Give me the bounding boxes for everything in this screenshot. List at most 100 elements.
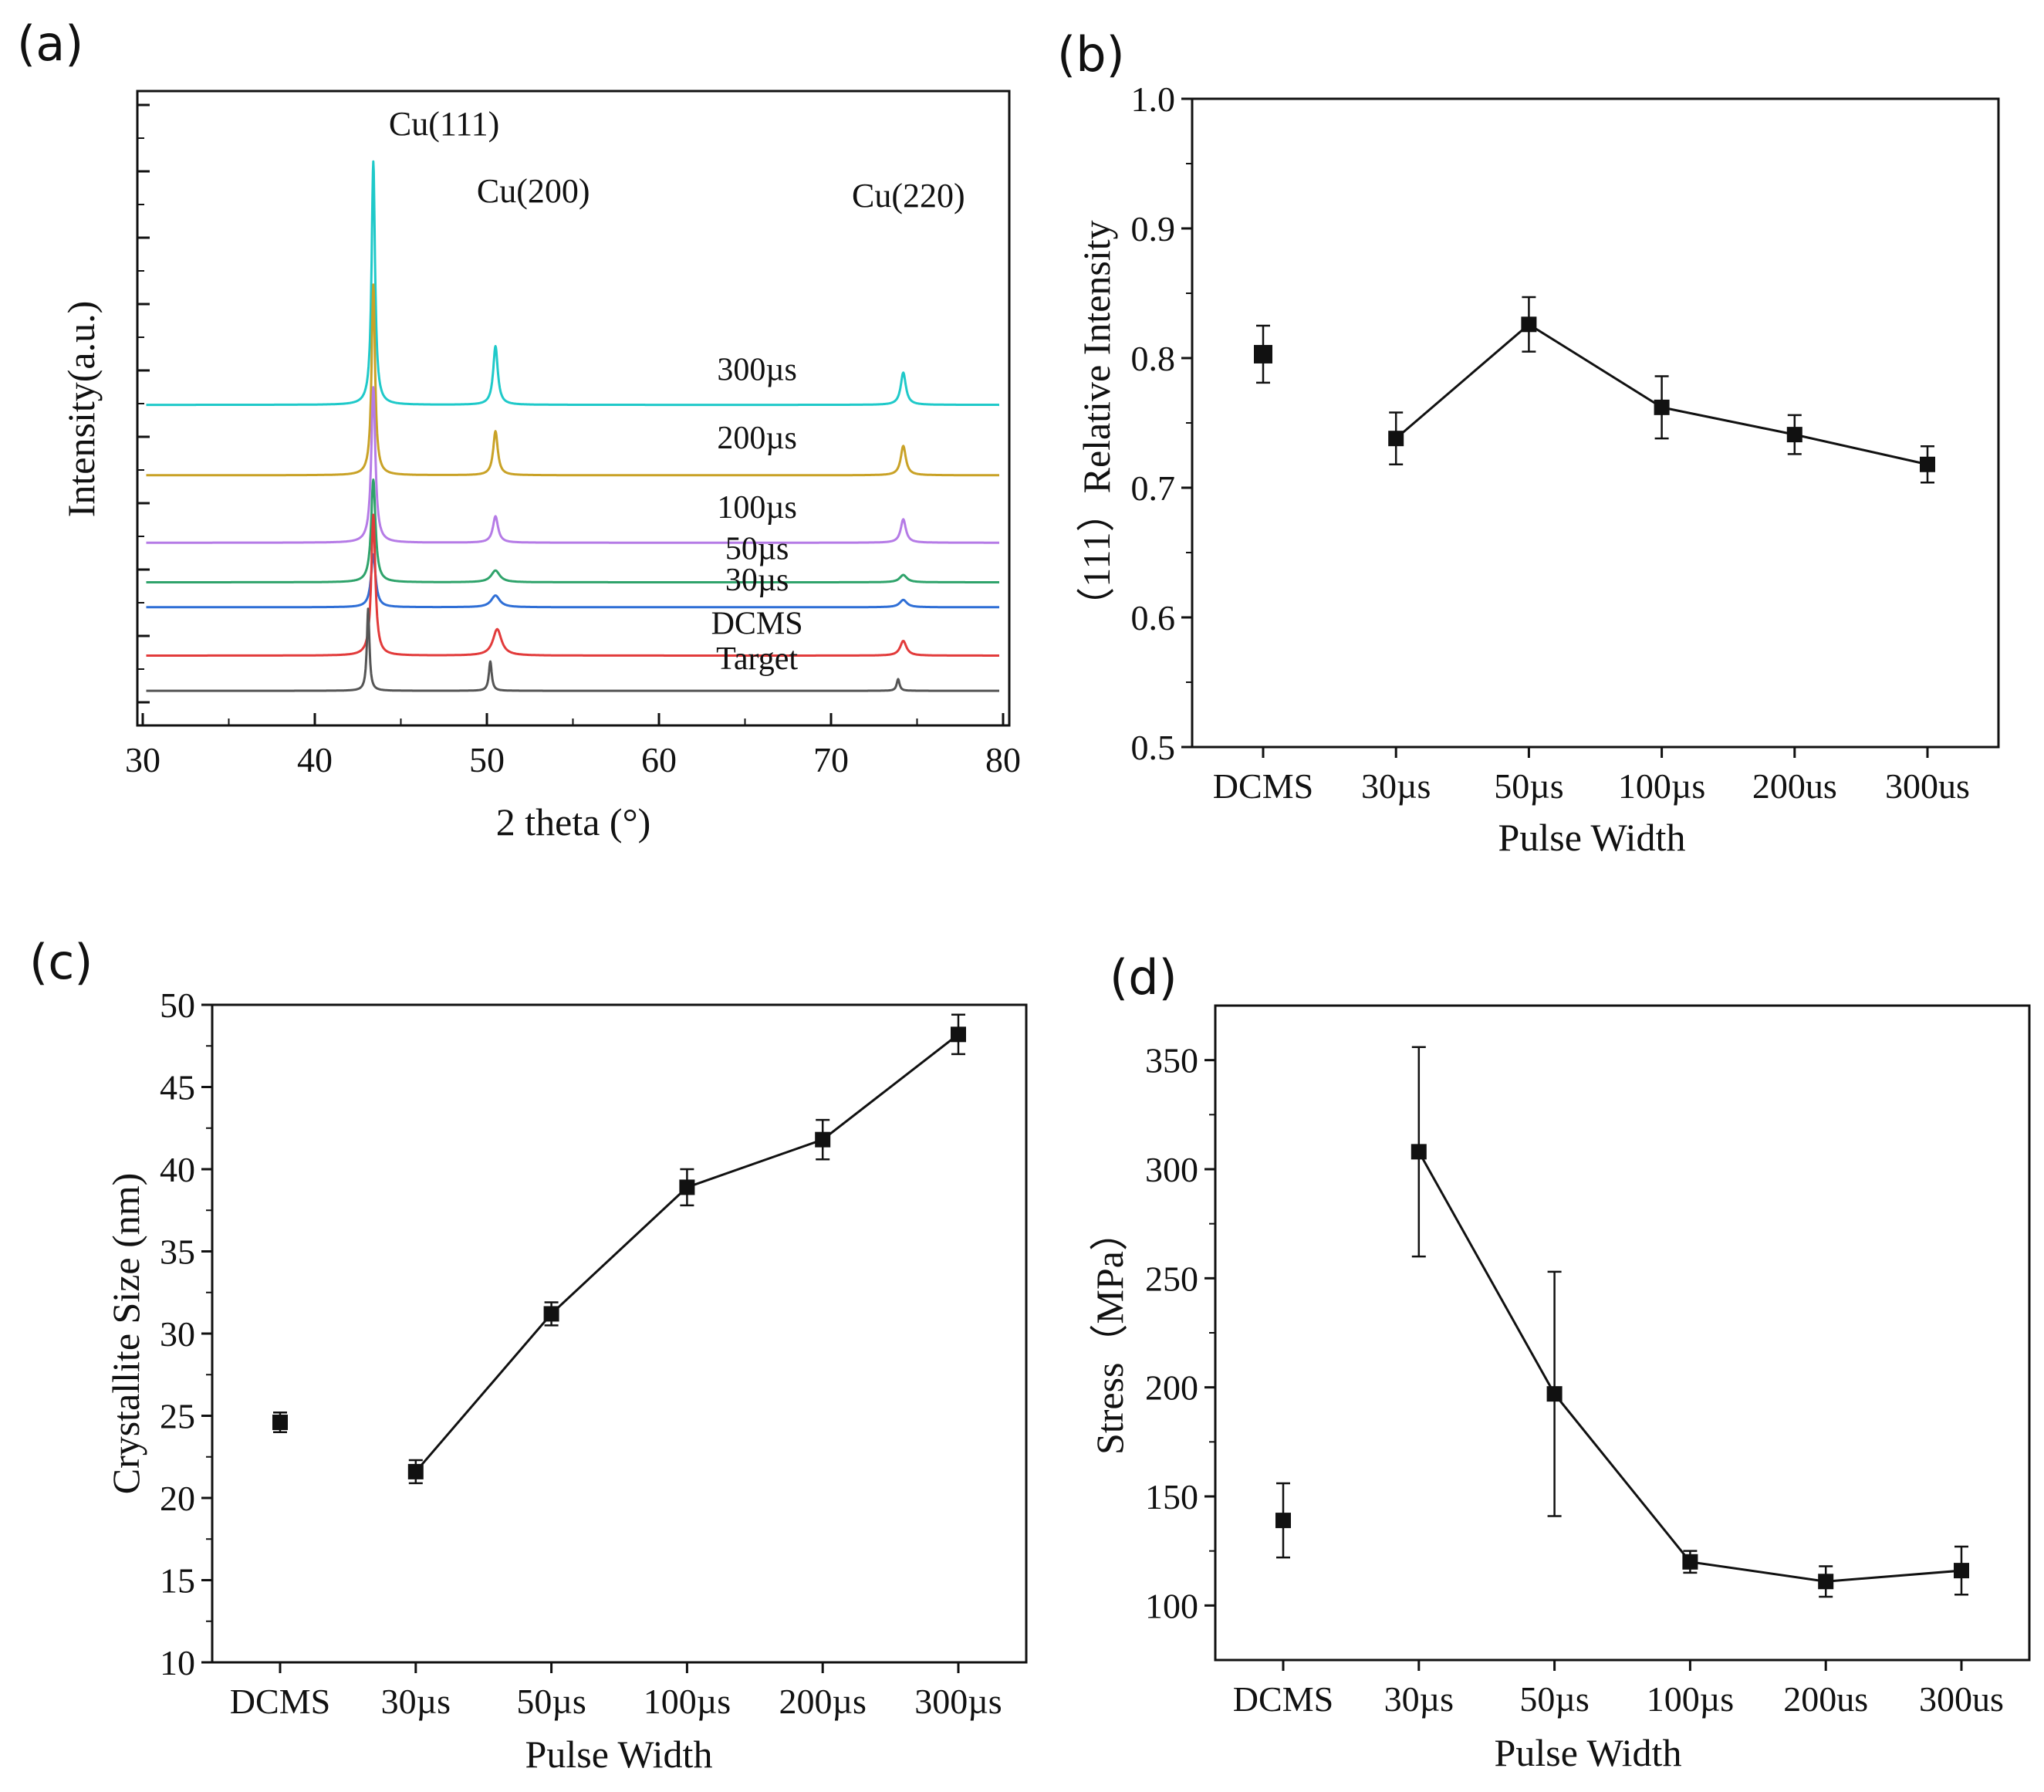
panel-c-frame: [211, 1003, 1028, 1664]
panel-c-y-tick-label: 10: [160, 1643, 195, 1682]
panel-b-y-tick-label: 0.5: [1131, 728, 1176, 767]
panel-b: (b) 0.5 0.6 0.7 0.8 0.9 1.0 DCMS 30µs 50µs 100µs 2…: [1057, 26, 2000, 859]
peak-label: Cu(220): [852, 177, 965, 215]
panel-b-data: [1254, 296, 1935, 484]
panel-b-y-tick-label: 0.6: [1131, 598, 1176, 637]
panel-c: (c) 10 15 20 25 30 35 40 45 50 DCMS 30µs 50µs 100µs 2…: [29, 934, 1028, 1776]
panel-a-peak-labels: Cu(111) Cu(200) Cu(220): [389, 105, 965, 215]
panel-c-y-tick-label: 35: [160, 1232, 195, 1272]
peak-label: Cu(111): [389, 105, 499, 143]
panel-c-data-point: [815, 1131, 831, 1148]
panel-b-x-tick-label: 300us: [1885, 766, 1970, 806]
panel-c-y-tick-label: 40: [160, 1150, 195, 1189]
panel-d-y-tick-label: 150: [1145, 1477, 1198, 1516]
panel-d-x-tick-label: 100µs: [1647, 1679, 1734, 1719]
panel-d-data-point: [1275, 1513, 1291, 1529]
panel-d-y-tick-label: 100: [1145, 1586, 1198, 1625]
series-line-200us: [145, 283, 1000, 477]
panel-b-frame: [1191, 97, 2000, 749]
series-label: 50µs: [725, 532, 789, 567]
series-label: 30µs: [725, 563, 789, 598]
panel-d-y-tick-label: 250: [1145, 1259, 1198, 1298]
panel-b-data-point: [1388, 431, 1404, 447]
panel-d-x-tick-label: 50µs: [1519, 1679, 1589, 1719]
panel-a-x-ticks: 30 40 50 60 70 80: [125, 713, 1021, 779]
panel-c-y-tick-label: 30: [160, 1314, 195, 1354]
panel-d: (d) 100 150 200 250 300 350 DCMS 30µs 50µs 100µs 2…: [1088, 949, 2031, 1774]
panel-c-y-tick-label: 45: [160, 1068, 195, 1107]
panel-d-y-tick-label: 350: [1145, 1041, 1198, 1080]
panel-b-x-tick-label: 200us: [1752, 766, 1837, 806]
panel-b-data-point: [1254, 344, 1272, 363]
panel-a-x-tick-label: 60: [641, 740, 677, 779]
panel-d-x-tick-label: 200us: [1783, 1679, 1868, 1719]
series-line-300us: [145, 160, 1000, 407]
panel-c-data-point: [951, 1026, 966, 1043]
series-line-target: [145, 607, 1000, 692]
panel-b-y-axis-title: （111）Relative Intensity: [1075, 220, 1118, 625]
series-line-dcms: [145, 513, 1000, 657]
series-label: Target: [716, 641, 798, 677]
panel-a-series: [145, 160, 1000, 692]
panel-d-y-tick-label: 200: [1145, 1368, 1198, 1408]
panel-c-y-tick-label: 15: [160, 1561, 195, 1601]
series-label: 100µs: [717, 490, 797, 526]
panel-b-x-tick-label: 100µs: [1618, 766, 1705, 806]
panel-d-ticks: 100 150 200 250 300 350 DCMS 30µs 50µs 100µs 200us…: [1145, 1041, 2004, 1719]
panel-d-data: [1275, 1046, 1969, 1598]
panel-d-y-axis-title: Stress（MPa）: [1088, 1212, 1131, 1455]
panel-a-label: (a): [17, 15, 83, 72]
panel-b-x-tick-label: DCMS: [1213, 766, 1313, 806]
panel-b-x-axis-title: Pulse Width: [1498, 816, 1686, 859]
peak-label: Cu(200): [477, 172, 590, 210]
panel-b-y-tick-label: 0.8: [1131, 339, 1176, 378]
panel-c-data-point: [543, 1306, 559, 1322]
panel-c-label: (c): [29, 934, 93, 990]
panel-d-data-point: [1954, 1563, 1969, 1579]
panel-c-y-tick-label: 50: [160, 986, 195, 1025]
series-line-30us: [145, 553, 1000, 609]
panel-c-y-tick-label: 20: [160, 1479, 195, 1518]
series-label: DCMS: [711, 607, 803, 642]
panel-c-ticks: 10 15 20 25 30 35 40 45 50 DCMS 30µs 50µs 100µs 200µs…: [160, 986, 1002, 1721]
panel-d-series-line: [1417, 1151, 1962, 1583]
panel-d-y-tick-label: 300: [1145, 1150, 1198, 1189]
panel-c-series-line: [414, 1033, 959, 1472]
panel-c-data-point: [679, 1179, 695, 1195]
panel-d-x-axis-title: Pulse Width: [1495, 1731, 1682, 1774]
panel-d-data-point: [1411, 1144, 1427, 1160]
series-label: 300µs: [717, 353, 797, 388]
panel-a-y-axis-title: Intensity(a.u.): [59, 301, 103, 517]
panel-b-data-point: [1786, 427, 1802, 443]
panel-c-x-tick-label: 200µs: [779, 1682, 866, 1721]
panel-b-ticks: 0.5 0.6 0.7 0.8 0.9 1.0 DCMS 30µs 50µs 100µs 200us…: [1131, 79, 1970, 806]
panel-a-y-ticks: [137, 103, 150, 704]
panel-b-data-point: [1920, 456, 1935, 472]
panel-a-x-tick-label: 80: [985, 740, 1021, 779]
panel-c-x-tick-label: 300µs: [914, 1682, 1002, 1721]
panel-c-x-tick-label: 50µs: [516, 1682, 586, 1721]
panel-a-x-tick-label: 30: [125, 740, 160, 779]
panel-b-y-tick-label: 0.7: [1131, 468, 1176, 508]
panel-d-x-tick-label: 300us: [1919, 1679, 2004, 1719]
panel-a-x-tick-label: 50: [469, 740, 505, 779]
panel-d-label: (d): [1110, 949, 1177, 1006]
panel-c-y-tick-label: 25: [160, 1397, 195, 1436]
panel-b-y-tick-label: 0.9: [1131, 209, 1176, 249]
panel-c-data-point: [407, 1463, 424, 1479]
panel-b-x-tick-label: 30µs: [1361, 766, 1431, 806]
panel-d-frame: [1214, 1004, 2031, 1662]
panel-a-x-tick-label: 70: [813, 740, 849, 779]
panel-c-data: [272, 1013, 966, 1485]
panel-d-data-point: [1546, 1386, 1563, 1402]
panel-c-x-axis-title: Pulse Width: [525, 1733, 713, 1776]
panel-d-data-point: [1818, 1574, 1834, 1590]
panel-d-x-tick-label: DCMS: [1233, 1679, 1333, 1719]
panel-b-data-point: [1654, 399, 1670, 415]
panel-c-x-tick-label: DCMS: [230, 1682, 330, 1721]
panel-b-x-tick-label: 50µs: [1494, 766, 1563, 806]
series-line-100us: [145, 386, 1000, 544]
panel-b-data-point: [1521, 316, 1537, 333]
